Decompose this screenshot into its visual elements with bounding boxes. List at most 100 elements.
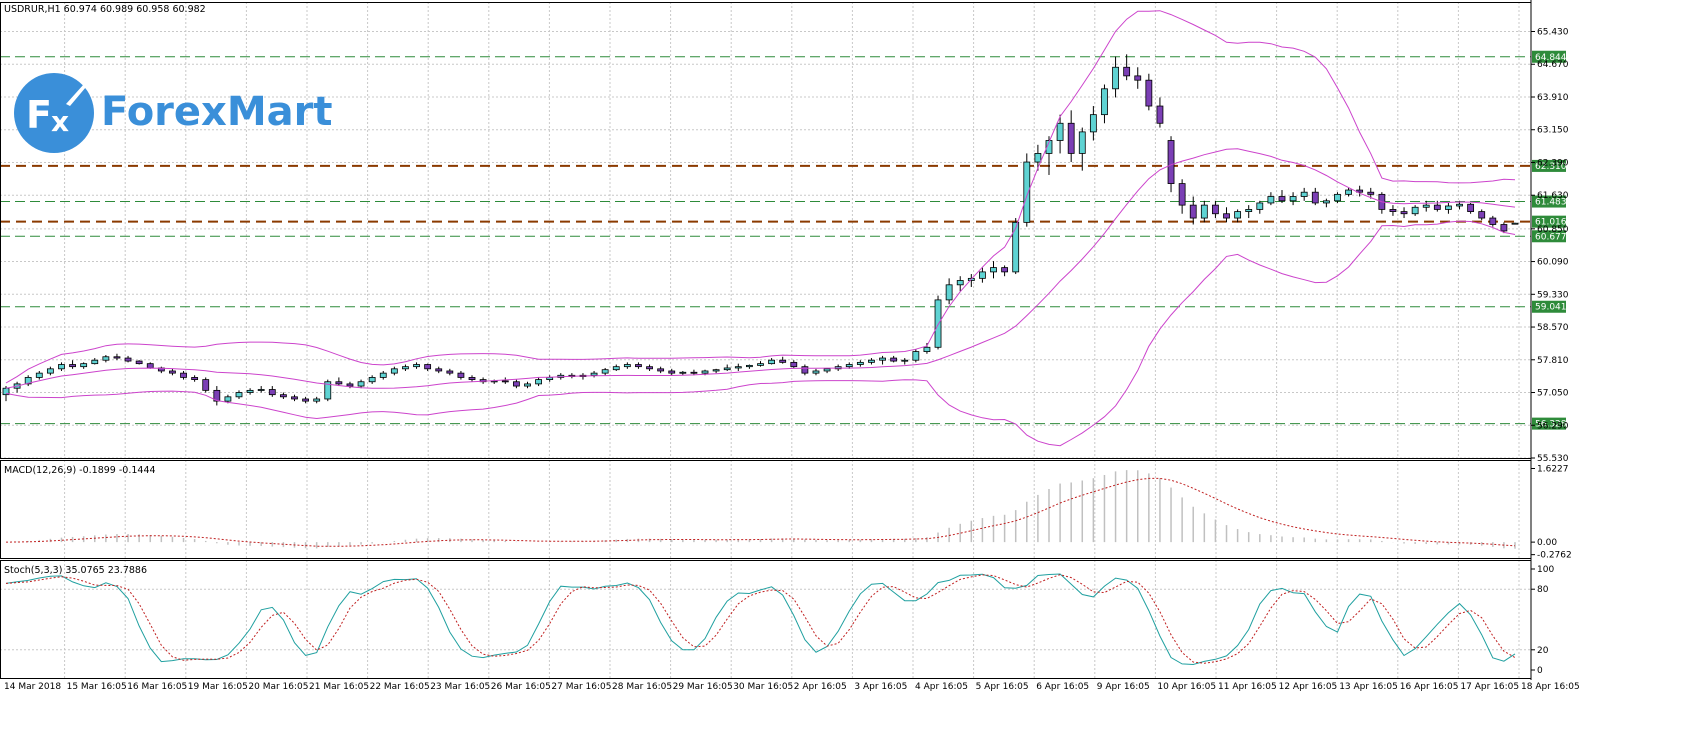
candle-body <box>1445 205 1452 210</box>
candle-body <box>668 370 676 374</box>
candle-body <box>890 357 898 362</box>
x-tick-label: 3 Apr 16:05 <box>854 682 907 692</box>
x-tick-label: 16 Mar 16:05 <box>127 682 187 692</box>
stochastic-signal-line <box>5 574 1516 664</box>
candle-body <box>35 372 43 378</box>
level-label-box <box>1532 417 1566 430</box>
bollinger-upper <box>5 10 1516 384</box>
candle-body <box>169 370 176 374</box>
candle-body <box>1134 75 1142 81</box>
y-tick-label: 59.330 <box>1537 290 1569 300</box>
candle-body <box>1300 191 1308 197</box>
candle-body <box>768 359 775 365</box>
stochastic-panel[interactable] <box>5 573 1516 666</box>
level-label: 64.844 <box>1535 53 1567 63</box>
candle-body <box>1200 204 1208 219</box>
candle-body <box>1511 222 1519 225</box>
panel-border <box>0 2 1532 459</box>
macd-header: MACD(12,26,9) -0.1899 -0.1444 <box>4 465 156 476</box>
candle-body <box>757 363 764 366</box>
x-tick-label: 21 Mar 16:05 <box>309 682 369 692</box>
x-tick-label: 23 Mar 16:05 <box>430 682 490 692</box>
candle-body <box>912 351 920 361</box>
macd-panel[interactable] <box>5 470 1516 549</box>
stochastic-main-line <box>5 573 1516 666</box>
y-tick-label: 65.430 <box>1537 28 1569 38</box>
candle-body <box>1311 191 1319 204</box>
x-tick-label: 5 Apr 16:05 <box>976 682 1029 692</box>
candle-body <box>535 379 542 385</box>
candle-body <box>512 381 520 387</box>
candle-body <box>612 366 620 371</box>
y-tick-label: 80 <box>1537 585 1549 595</box>
candle-body <box>901 359 909 362</box>
candle-body <box>24 377 32 385</box>
candle-body <box>845 364 853 368</box>
level-label-box <box>1532 215 1566 228</box>
candle-body <box>46 368 54 374</box>
candle-body <box>1367 191 1375 195</box>
candle-body <box>1101 88 1108 116</box>
candle-body <box>701 370 709 374</box>
y-tick-label: 1.6227 <box>1537 465 1569 475</box>
candle-body <box>435 368 443 372</box>
candle-body <box>413 364 420 368</box>
candle-body <box>313 398 321 402</box>
price-panel[interactable]: 64.844 62.310 61.483 61.016 60.677 59.041 56.3… <box>0 10 1567 447</box>
x-tick-label: 11 Apr 16:05 <box>1218 682 1277 692</box>
candle-body <box>213 389 221 402</box>
candle-body <box>1245 209 1253 212</box>
candle-body <box>746 364 753 368</box>
x-tick-label: 28 Mar 16:05 <box>612 682 672 692</box>
candle-body <box>58 364 65 370</box>
candle-body <box>1334 193 1341 202</box>
candle-body <box>1256 202 1264 210</box>
candle-body <box>180 372 187 378</box>
candle-body <box>779 359 787 363</box>
candle-body <box>679 371 687 374</box>
fx-logo-icon: F x <box>14 73 94 153</box>
y-tick-label: 100 <box>1537 565 1554 575</box>
candle-body <box>1322 200 1330 204</box>
level-label: 59.041 <box>1535 303 1567 313</box>
x-tick-label: 20 Mar 16:05 <box>248 682 308 692</box>
y-tick-label: 61.630 <box>1537 191 1569 201</box>
candle-body <box>956 280 964 286</box>
candle-body <box>69 364 76 368</box>
candle-body <box>1078 131 1086 154</box>
candle-body <box>279 394 287 398</box>
x-tick-label: 16 Apr 16:05 <box>1400 682 1459 692</box>
bollinger-lower <box>5 220 1516 447</box>
y-tick-label: 56.290 <box>1537 421 1569 431</box>
x-tick-label: 17 Apr 16:05 <box>1460 682 1519 692</box>
candle-body <box>690 371 698 374</box>
level-label: 61.016 <box>1535 218 1567 228</box>
candle-body <box>790 361 798 368</box>
x-tick-label: 2 Apr 16:05 <box>794 682 847 692</box>
candle-body <box>135 360 143 365</box>
y-tick-label: 57.810 <box>1537 356 1569 366</box>
level-label-box <box>1532 159 1566 172</box>
x-tick-label: 4 Apr 16:05 <box>915 682 968 692</box>
candle-body <box>1278 196 1286 202</box>
candle-body <box>457 372 465 378</box>
y-tick-label: -0.2762 <box>1537 551 1572 561</box>
candle-body <box>923 346 931 352</box>
y-tick-label: 60.090 <box>1537 258 1569 268</box>
candle-body <box>1422 204 1430 208</box>
candle-body <box>879 357 886 361</box>
candle-body <box>191 377 199 380</box>
x-tick-label: 30 Mar 16:05 <box>733 682 793 692</box>
candle-body <box>1167 140 1175 184</box>
level-label: 62.310 <box>1535 162 1567 172</box>
candle-body <box>1411 206 1419 215</box>
y-tick-label: 60.850 <box>1537 225 1569 235</box>
candle-body <box>1389 209 1397 212</box>
candle-body <box>812 370 820 374</box>
candle-body <box>1400 211 1408 215</box>
candle-body <box>1056 122 1064 141</box>
candle-body <box>379 372 387 378</box>
candle-body <box>1034 153 1042 163</box>
candle-body <box>335 381 343 385</box>
